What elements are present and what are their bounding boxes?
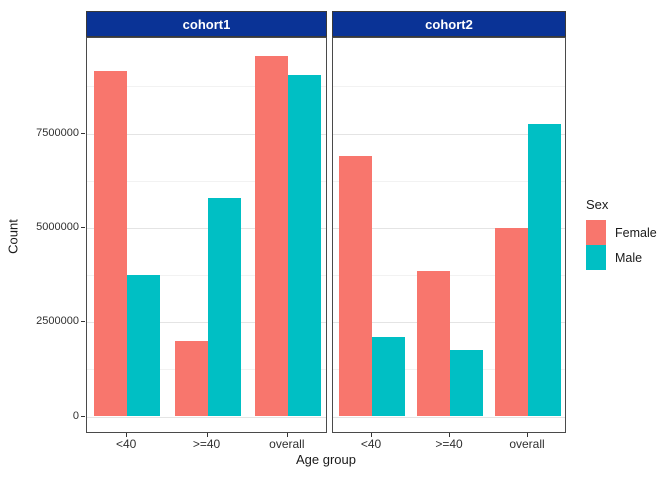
legend-label: Male (615, 250, 643, 265)
bar-cohort1-overall-female (254, 56, 288, 417)
y-tick-mark (81, 415, 85, 417)
x-tick-label: <40 (115, 437, 137, 451)
x-tick-label: overall (509, 437, 545, 451)
gridline-major (87, 227, 326, 229)
legend: Sex Female Male (586, 197, 657, 270)
gridline-major (87, 322, 326, 324)
x-tick-mark (449, 433, 450, 437)
x-tick-mark (126, 433, 128, 437)
y-tick-label: 0 (72, 409, 79, 422)
facet-strip-label: cohort1 (182, 16, 231, 32)
x-tick-mark (371, 433, 372, 437)
legend-key-swatch (586, 220, 606, 245)
x-tick-mark (286, 433, 288, 437)
bar-cohort2->=40-male (450, 350, 483, 417)
x-tick-mark (527, 433, 528, 437)
y-tick-mark (81, 321, 85, 323)
x-tick-label: >=40 (435, 437, 463, 451)
bar-cohort2-overall-male (528, 124, 561, 417)
gridline-major (87, 416, 326, 418)
legend-label: Female (615, 225, 657, 240)
y-tick-mark (81, 226, 85, 228)
y-tick-label: 5000000 (36, 220, 79, 233)
gridline-major (333, 133, 565, 135)
facet-panel-cohort2 (332, 37, 566, 433)
x-tick-label: >=40 (192, 437, 221, 451)
facet-panel-cohort1 (86, 37, 327, 433)
bar-cohort1-<40-male (127, 275, 161, 417)
legend-key-swatch (586, 245, 606, 270)
bar-cohort2-overall-female (495, 227, 528, 417)
legend-title: Sex (586, 197, 609, 212)
bar-cohort2-<40-male (372, 337, 405, 417)
x-tick-label: overall (269, 437, 305, 451)
x-tick-mark (206, 433, 208, 437)
x-tick-label: <40 (360, 437, 382, 451)
legend-item-male: Male (586, 245, 657, 270)
facet-strip-cohort2: cohort2 (332, 11, 566, 37)
y-tick-mark (81, 132, 85, 134)
facet-strip-cohort1: cohort1 (86, 11, 327, 37)
gridline-major (333, 416, 565, 418)
gridline-minor (333, 86, 565, 88)
y-tick-label: 2500000 (36, 315, 79, 328)
bar-cohort1-overall-male (287, 75, 321, 417)
bar-cohort1->=40-male (207, 198, 241, 417)
gridline-minor (333, 180, 565, 182)
bar-cohort2-<40-female (339, 156, 372, 417)
gridline-minor (87, 86, 326, 88)
bar-cohort2->=40-female (417, 271, 450, 417)
gridline-major (87, 133, 326, 135)
gridline-major (333, 227, 565, 229)
gridline-minor (87, 275, 326, 277)
facet-strip-label: cohort2 (425, 16, 473, 32)
bar-cohort1-<40-female (94, 71, 128, 417)
bar-cohort1->=40-female (174, 341, 208, 417)
legend-items: Female Male (586, 220, 657, 270)
gridline-minor (87, 180, 326, 182)
y-tick-label: 7500000 (36, 126, 79, 139)
x-axis-title: Age group (296, 452, 356, 467)
legend-item-female: Female (586, 220, 657, 245)
